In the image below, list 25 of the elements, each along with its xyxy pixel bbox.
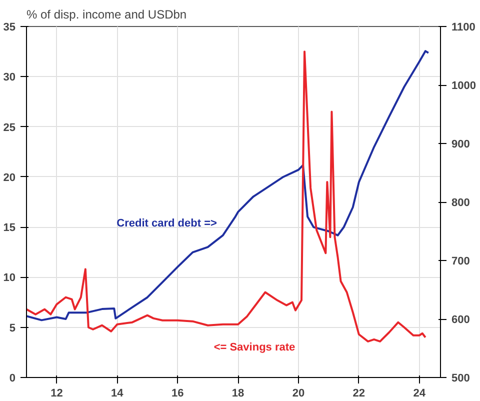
y-tick-label: 20 — [3, 172, 16, 184]
y-tick-label: 15 — [3, 222, 16, 234]
x-tick-label: 20 — [292, 388, 305, 400]
x-tick-label: 12 — [50, 388, 63, 400]
y-tick-label: 5 — [9, 322, 16, 334]
x-tick-label: 18 — [232, 388, 244, 400]
series-label: Credit card debt => — [116, 217, 217, 230]
y2-tick-label: 1000 — [452, 80, 476, 92]
y2-tick-label: 600 — [452, 314, 470, 326]
y2-tick-label: 900 — [452, 138, 470, 150]
y2-tick-label: 1100 — [452, 22, 476, 34]
y-tick-label: 30 — [3, 72, 16, 84]
y-tick-label: 35 — [3, 22, 16, 34]
x-tick-label: 22 — [352, 388, 366, 400]
y-tick-label: 10 — [3, 272, 16, 284]
y2-tick-label: 700 — [452, 256, 470, 268]
x-tick-label: 24 — [413, 388, 426, 400]
x-tick-label: 14 — [111, 388, 124, 400]
y2-tick-label: 500 — [452, 372, 470, 384]
y2-tick-label: 800 — [452, 197, 470, 209]
chart-title: % of disp. income and USDbn — [26, 8, 187, 22]
y-tick-label: 0 — [9, 372, 16, 384]
y-tick-label: 25 — [3, 122, 16, 134]
x-tick-label: 16 — [171, 388, 184, 400]
series-label: <= Savings rate — [214, 341, 296, 354]
